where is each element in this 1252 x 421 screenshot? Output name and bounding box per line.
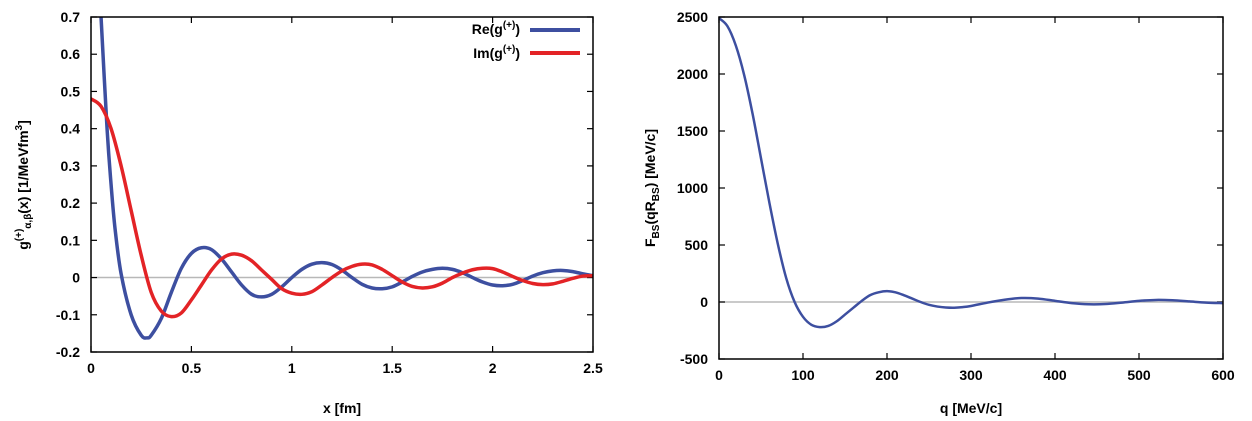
x-tick-label: 2.5 (583, 360, 603, 376)
x-tick-label: 300 (959, 367, 983, 383)
y-tick-label: 1500 (677, 123, 708, 139)
right-x-axis-label: q [MeV/c] (940, 400, 1002, 416)
y-tick-label: 0.7 (61, 9, 81, 25)
legend: Re(g(+)) Im(g(+)) (472, 20, 580, 61)
y-tick-label: -0.1 (56, 307, 80, 323)
y-tick-label: 0.2 (61, 195, 81, 211)
x-tick-label: 0 (87, 360, 95, 376)
x-tick-label: 1.5 (382, 360, 402, 376)
y-tick-label: 0 (72, 270, 80, 286)
x-tick-label: 2 (489, 360, 497, 376)
left-chart: 0 0.5 1 1.5 2 2.5 -0.2 -0.1 0 0.1 0.2 0.3 0.4 0.5 0.6 0… (14, 9, 603, 416)
x-tick-label: 0.5 (182, 360, 202, 376)
y-tick-label: 2000 (677, 66, 708, 82)
y-tick-label: 0.1 (61, 232, 81, 248)
legend-label-im: Im(g(+)) (473, 44, 520, 61)
y-tick-label: 0.6 (61, 46, 81, 62)
y-tick-label: 2500 (677, 9, 708, 25)
left-plot-frame (90, 16, 594, 353)
left-tick-labels: 0 0.5 1 1.5 2 2.5 -0.2 -0.1 0 0.1 0.2 0.3 0.4 0.5 0.6 0… (56, 9, 603, 376)
y-tick-label: 1000 (677, 180, 708, 196)
x-tick-label: 0 (715, 367, 723, 383)
y-tick-label: 500 (685, 237, 709, 253)
left-x-axis-label: x [fm] (323, 400, 361, 416)
im-g-line (91, 97, 593, 319)
y-tick-label: 0 (700, 294, 708, 310)
y-tick-label: 0.5 (61, 83, 81, 99)
fbs-line (719, 17, 1223, 329)
x-tick-label: 1 (288, 360, 296, 376)
re-g-line (99, 17, 593, 340)
x-tick-label: 200 (875, 367, 899, 383)
y-tick-label: -0.2 (56, 344, 80, 360)
left-y-axis-label: g(+)α,β(x) [1/MeVfm3] (14, 120, 34, 250)
left-series (91, 17, 593, 340)
y-tick-label: 0.3 (61, 158, 81, 174)
right-plot-frame (718, 16, 1224, 360)
y-tick-label: 0.4 (61, 121, 81, 137)
x-tick-label: 600 (1211, 367, 1235, 383)
right-gridticks (718, 16, 1224, 360)
y-tick-label: -500 (680, 351, 708, 367)
x-tick-label: 400 (1043, 367, 1067, 383)
right-tick-labels: 0 100 200 300 400 500 600 -500 0 500 1000 1500 2000 2… (677, 9, 1235, 383)
right-y-axis-label: FBS(qRBS) [MeV/c] (642, 129, 662, 247)
x-tick-label: 500 (1127, 367, 1151, 383)
right-series (719, 17, 1223, 329)
x-tick-label: 100 (791, 367, 815, 383)
legend-label-re: Re(g(+)) (472, 20, 520, 37)
right-chart: 0 100 200 300 400 500 600 -500 0 500 1000 1500 2000 2… (642, 9, 1235, 416)
